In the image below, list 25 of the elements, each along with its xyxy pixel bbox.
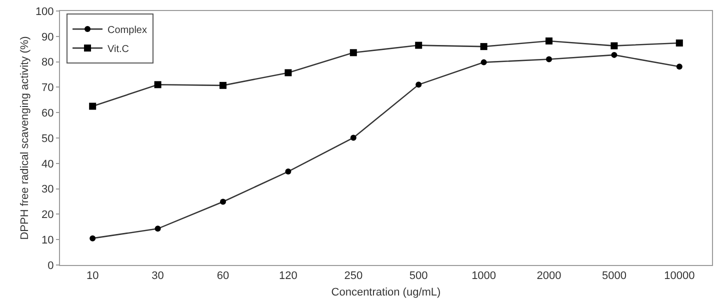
y-tick-label: 0: [48, 260, 54, 272]
x-tick-label: 60: [216, 270, 230, 282]
x-tick-label: 2000: [536, 270, 562, 282]
y-tick-label: 70: [42, 82, 54, 94]
x-tick-label: 500: [409, 270, 428, 282]
y-tick-label: 100: [35, 6, 54, 18]
x-axis-title: Concentration (ug/mL): [331, 286, 441, 298]
y-tick-label: 20: [42, 209, 54, 222]
y-tick-label: 60: [42, 107, 54, 120]
x-tick-label: 30: [152, 270, 164, 282]
legend-label: Vit.C: [108, 44, 130, 55]
x-tick-label: 1000: [472, 270, 496, 282]
y-tick-label: 30: [42, 184, 54, 196]
x-tick-label: 5000: [602, 270, 626, 282]
y-tick-label: 40: [42, 158, 54, 170]
x-tick-label: 10000: [664, 270, 695, 282]
x-tick-label: 10: [86, 270, 99, 282]
y-tick-label: 10: [42, 234, 54, 246]
x-tick-label: 250: [344, 270, 363, 282]
legend-label: Complex: [108, 24, 147, 36]
y-tick-label: 80: [42, 56, 54, 69]
y-axis-title: DPPH free radical scavenging activity (%): [19, 36, 32, 240]
x-tick-label: 120: [279, 270, 298, 282]
y-tick-label: 90: [42, 31, 54, 44]
y-tick-label: 50: [42, 132, 54, 145]
